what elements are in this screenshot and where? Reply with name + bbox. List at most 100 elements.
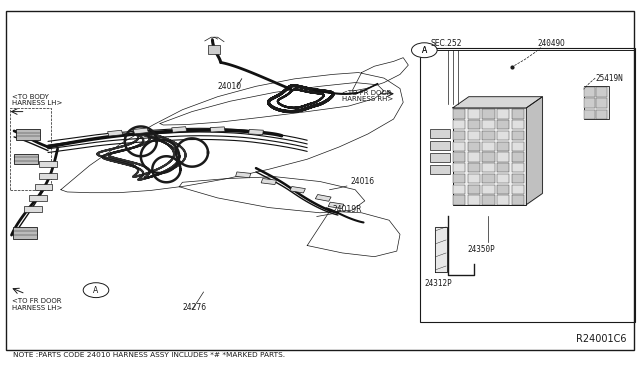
Bar	[468, 195, 480, 205]
Bar	[468, 163, 480, 172]
Text: SEC.252: SEC.252	[430, 39, 461, 48]
Bar	[453, 185, 465, 194]
Bar	[483, 163, 495, 172]
Text: NOTE :PARTS CODE 24010 HARNESS ASSY INCLUDES *# *MARKED PARTS.: NOTE :PARTS CODE 24010 HARNESS ASSY INCL…	[13, 352, 285, 358]
Bar	[453, 108, 526, 205]
Bar	[512, 163, 524, 172]
Bar	[10, 108, 51, 190]
Bar	[512, 174, 524, 183]
Bar	[468, 142, 480, 151]
Text: 24019R: 24019R	[333, 205, 362, 214]
Polygon shape	[108, 130, 123, 136]
Text: A: A	[93, 286, 99, 295]
Text: A: A	[422, 46, 427, 55]
Bar	[512, 142, 524, 151]
Text: 24010: 24010	[218, 82, 242, 91]
Bar	[453, 163, 465, 172]
Bar	[497, 163, 509, 172]
Bar	[483, 142, 495, 151]
Bar	[468, 109, 480, 119]
Bar	[584, 109, 595, 119]
Bar	[497, 185, 509, 194]
Bar	[453, 195, 465, 205]
Bar	[497, 109, 509, 119]
Bar	[497, 195, 509, 205]
Bar	[468, 120, 480, 129]
Bar	[483, 185, 495, 194]
Bar	[512, 131, 524, 140]
Polygon shape	[435, 227, 447, 272]
Bar	[453, 153, 465, 161]
Bar	[483, 109, 495, 119]
Polygon shape	[29, 195, 47, 201]
Bar	[453, 131, 465, 140]
Bar	[420, 48, 635, 322]
Bar	[13, 227, 37, 239]
Bar	[14, 154, 38, 164]
Bar	[512, 185, 524, 194]
Text: 24049O: 24049O	[538, 39, 565, 48]
Text: <TO BODY: <TO BODY	[12, 94, 49, 100]
Polygon shape	[211, 127, 225, 132]
Text: HARNESS LH>: HARNESS LH>	[12, 100, 62, 106]
Polygon shape	[328, 202, 344, 209]
Polygon shape	[39, 161, 57, 167]
Bar	[512, 109, 524, 119]
Text: 25419N: 25419N	[595, 74, 623, 83]
Polygon shape	[453, 97, 543, 108]
Bar	[497, 120, 509, 129]
Bar	[483, 195, 495, 205]
Polygon shape	[290, 186, 305, 193]
Text: 24350P: 24350P	[467, 245, 495, 254]
Bar	[208, 45, 220, 54]
Polygon shape	[261, 179, 276, 185]
Polygon shape	[35, 184, 52, 190]
Bar	[430, 165, 450, 174]
Bar	[512, 120, 524, 129]
Bar	[497, 153, 509, 161]
Bar	[453, 120, 465, 129]
Bar	[497, 174, 509, 183]
Bar	[596, 87, 607, 97]
Bar	[497, 131, 509, 140]
Bar	[468, 153, 480, 161]
Polygon shape	[133, 128, 148, 134]
Bar	[430, 153, 450, 162]
Polygon shape	[249, 129, 263, 135]
Text: 24016: 24016	[351, 177, 375, 186]
Bar	[584, 86, 609, 119]
Text: 24276: 24276	[182, 303, 207, 312]
Bar	[483, 131, 495, 140]
Polygon shape	[39, 173, 57, 179]
Bar	[16, 129, 40, 140]
Circle shape	[412, 43, 437, 58]
Bar	[596, 109, 607, 119]
Text: HARNESS LH>: HARNESS LH>	[12, 305, 62, 311]
Text: <TO FR DOOR: <TO FR DOOR	[342, 90, 392, 96]
Bar	[468, 131, 480, 140]
Polygon shape	[172, 127, 187, 132]
Polygon shape	[316, 195, 331, 201]
Bar	[596, 98, 607, 108]
Bar	[430, 129, 450, 138]
Bar	[584, 98, 595, 108]
Bar	[483, 174, 495, 183]
Bar	[468, 174, 480, 183]
Text: R24001C6: R24001C6	[576, 334, 627, 343]
Text: 24312P: 24312P	[424, 279, 452, 288]
Bar	[453, 142, 465, 151]
Circle shape	[83, 283, 109, 298]
Polygon shape	[236, 172, 251, 178]
Bar	[512, 153, 524, 161]
Bar	[453, 109, 465, 119]
Polygon shape	[24, 206, 42, 212]
Text: <TO FR DOOR: <TO FR DOOR	[12, 298, 61, 304]
Bar	[584, 87, 595, 97]
Bar	[453, 174, 465, 183]
Bar	[483, 153, 495, 161]
Text: A: A	[422, 46, 427, 55]
Bar	[483, 120, 495, 129]
Bar	[497, 142, 509, 151]
Polygon shape	[526, 97, 543, 205]
Bar	[512, 195, 524, 205]
